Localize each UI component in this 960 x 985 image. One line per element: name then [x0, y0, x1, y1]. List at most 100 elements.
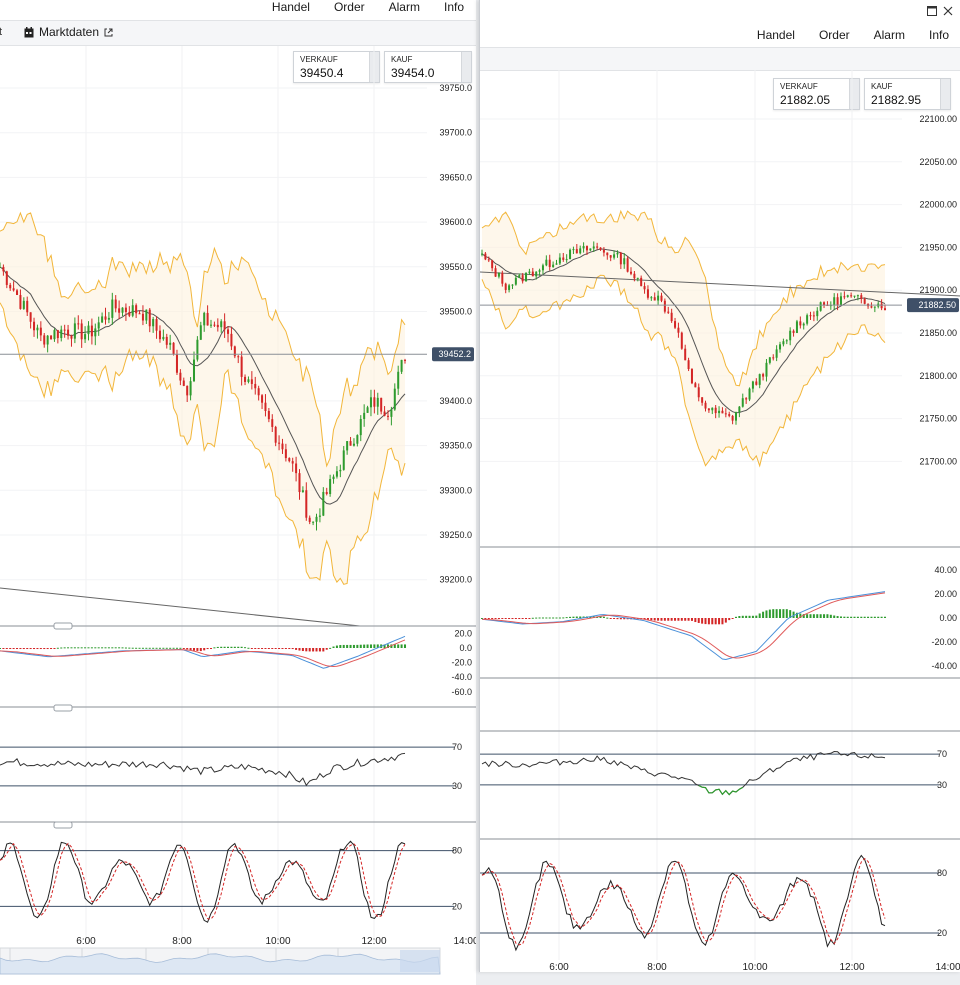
macd-histogram-bar [158, 647, 161, 649]
candle-body [518, 275, 521, 278]
candle-body [758, 374, 761, 385]
candle-body [155, 319, 158, 331]
macd-histogram-bar [575, 616, 578, 618]
macd-histogram-bar [650, 618, 653, 621]
macd-histogram-bar [491, 618, 494, 619]
candle-body [707, 408, 710, 411]
candle-body [175, 354, 178, 373]
menu-bar-right: Handel Order Alarm Info [745, 27, 960, 43]
candle-body [785, 340, 788, 342]
sell-box-right[interactable]: VERKAUF 21882.05 [773, 78, 860, 110]
macd-histogram-bar [619, 618, 622, 620]
candle-body [596, 246, 599, 248]
top-strip [480, 0, 780, 6]
macd-histogram-bar [541, 617, 544, 619]
stoch-tick-label: 20 [452, 901, 462, 911]
menu-alarm[interactable]: Alarm [873, 28, 905, 42]
current-price-label: 21882.50 [918, 300, 956, 310]
macd-histogram-bar [43, 648, 46, 650]
toolbar-right [480, 47, 960, 71]
macd-histogram-bar [70, 647, 73, 649]
macd-histogram-bar [531, 617, 534, 619]
candle-body [301, 490, 304, 493]
macd-histogram-bar [77, 647, 80, 649]
candle-body [346, 441, 349, 451]
macd-histogram-bar [80, 647, 83, 649]
marktdaten-label: Marktdaten [39, 25, 100, 39]
macd-histogram-bar [745, 615, 748, 618]
macd-histogram-bar [680, 618, 683, 621]
candle-body [254, 383, 257, 389]
buy-box-left[interactable]: KAUF 39454.0 [384, 51, 472, 83]
buy-box-right[interactable]: KAUF 21882.95 [864, 78, 951, 110]
macd-histogram-bar [816, 614, 819, 618]
candle-body [579, 248, 582, 254]
marktdaten-link[interactable]: Marktdaten [24, 25, 113, 39]
time-tick-label: 6:00 [76, 936, 96, 947]
candle-body [264, 402, 267, 411]
macd-histogram-bar [60, 647, 63, 649]
candle-body [711, 407, 714, 411]
macd-histogram-bar [162, 647, 165, 649]
candle-body [504, 283, 507, 290]
chart-canvas-right[interactable]: 22100.00 22050.00 22000.00 21950.00 21900.00… [480, 0, 960, 972]
macd-histogram-bar [867, 616, 870, 618]
macd-histogram-bar [5, 648, 8, 649]
candle-body [762, 374, 765, 377]
candle-body [267, 410, 270, 420]
macd-histogram-bar [332, 646, 335, 648]
sell-box-left[interactable]: VERKAUF 39450.4 [293, 51, 380, 83]
candle-body [325, 491, 328, 495]
candle-body [16, 290, 19, 296]
chart-canvas-left[interactable]: 39750.0 39700.0 39650.0 39600.0 39550.0 39500… [0, 0, 476, 985]
price-tick-label: 21950.00 [919, 242, 957, 252]
menu-order[interactable]: Order [818, 28, 850, 42]
menu-info[interactable]: Info [443, 0, 464, 14]
candle-body [548, 259, 551, 268]
macd-histogram-bar [843, 616, 846, 618]
candle-body [552, 264, 555, 268]
menu-alarm[interactable]: Alarm [388, 0, 420, 14]
candle-body [839, 296, 842, 306]
candle-body [397, 371, 400, 389]
maximize-icon[interactable] [927, 5, 937, 19]
macd-histogram-bar [765, 610, 768, 618]
candle-body [653, 297, 656, 301]
macd-histogram-bar [779, 609, 782, 618]
menu-handel[interactable]: Handel [756, 28, 795, 42]
macd-histogram-bar [220, 646, 223, 648]
time-tick-label: 12:00 [839, 962, 864, 972]
close-icon[interactable] [943, 5, 953, 19]
macd-histogram-bar [325, 648, 328, 650]
candle-body [223, 321, 226, 330]
candle-body [104, 316, 107, 320]
macd-histogram-bar [175, 647, 178, 649]
price-tick-label: 39650.0 [439, 172, 472, 182]
macd-histogram-bar [121, 647, 124, 649]
sell-box-handle [849, 79, 859, 109]
moving-average-line [0, 266, 406, 505]
macd-histogram-bar [758, 613, 761, 618]
menu-info[interactable]: Info [928, 28, 949, 42]
macd-histogram-bar [308, 648, 311, 652]
stoch-d-line [481, 857, 886, 946]
macd-histogram-bar [192, 648, 196, 651]
macd-histogram-bar [863, 616, 866, 618]
candle-body [714, 407, 717, 414]
menu-order[interactable]: Order [333, 0, 365, 14]
macd-histogram-bar [264, 648, 267, 649]
macd-histogram-bar [114, 647, 117, 649]
panel-resize-handle [53, 622, 73, 630]
candle-body [53, 330, 56, 340]
candle-body [329, 479, 332, 495]
candle-body [531, 271, 534, 277]
macd-histogram-bar [809, 614, 812, 618]
menu-handel[interactable]: Handel [271, 0, 310, 14]
candle-body [257, 388, 260, 396]
macd-histogram-bar [165, 647, 168, 649]
candle-body [114, 299, 117, 309]
candle-body [751, 381, 754, 389]
candle-body [528, 271, 531, 273]
candle-body [660, 295, 663, 301]
candle-body [633, 273, 636, 279]
